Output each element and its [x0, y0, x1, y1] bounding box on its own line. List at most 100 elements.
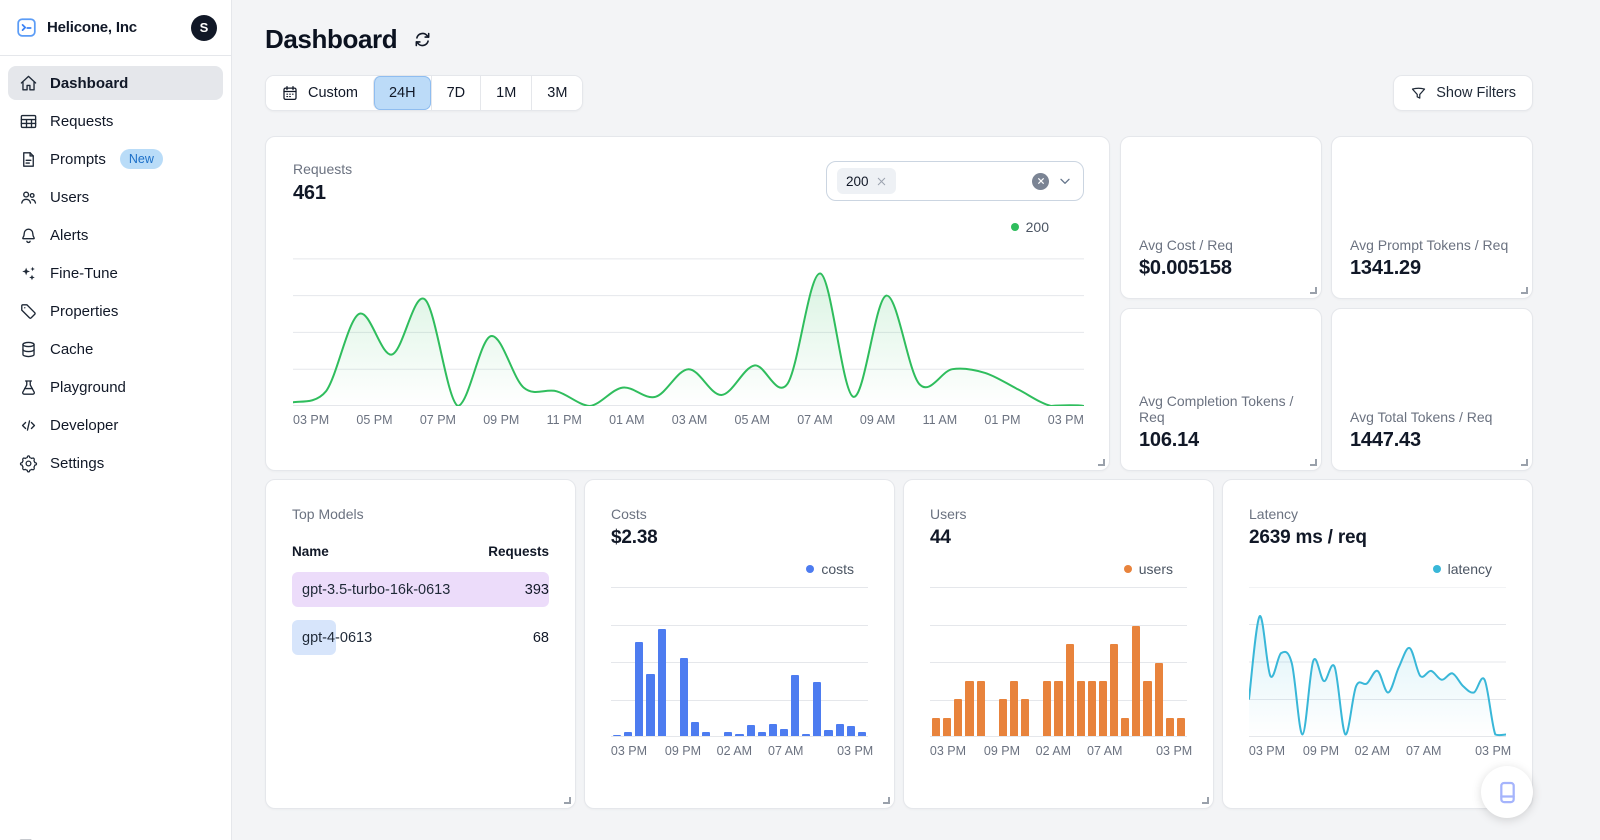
sidebar-item-label: Settings — [50, 454, 105, 472]
top-models-card: Top Models Name Requests gpt-3.5-turbo-1… — [265, 479, 576, 809]
x-tick-label: 03 PM — [1156, 744, 1193, 758]
status-filter-select[interactable]: 200 — [826, 161, 1084, 201]
time-range-7d[interactable]: 7D — [430, 76, 481, 110]
terminal-icon — [16, 17, 37, 38]
x-tick-label: 07 AM — [1406, 744, 1442, 758]
sidebar-item-dashboard[interactable]: Dashboard — [8, 66, 223, 100]
requests-area-chart — [293, 243, 1084, 406]
bar — [646, 673, 655, 736]
sidebar-item-developer[interactable]: Developer — [8, 408, 223, 442]
x-tick-label: 11 AM — [922, 413, 958, 427]
x-tick-label: 03 PM — [929, 744, 967, 758]
x-tick-label: 01 AM — [609, 413, 645, 427]
main-content: Dashboard Custom 24H 7D 1M 3M Show Filte… — [232, 0, 1600, 840]
funnel-icon — [1410, 85, 1427, 102]
bar — [813, 682, 822, 736]
x-tick-label: 05 AM — [734, 413, 770, 427]
calendar-icon — [281, 84, 299, 102]
x-tick-label: 03 PM — [1047, 413, 1084, 427]
costs-bar-chart — [611, 587, 868, 737]
resize-handle[interactable] — [1202, 797, 1209, 804]
model-bar-fill — [292, 572, 549, 607]
time-range-1m[interactable]: 1M — [480, 76, 532, 110]
show-filters-button[interactable]: Show Filters — [1393, 75, 1533, 111]
metric-label: Avg Total Tokens / Req — [1350, 409, 1493, 425]
legend-label: users — [1138, 561, 1173, 577]
avg-total-tokens-card: Avg Total Tokens / Req 1447.43 — [1331, 308, 1533, 471]
bar — [1098, 680, 1107, 736]
bar — [1043, 680, 1052, 736]
user-avatar[interactable]: S — [191, 14, 217, 41]
x-tick-label: 03 AM — [671, 413, 708, 427]
time-range-custom[interactable]: Custom — [266, 76, 373, 110]
table-row[interactable]: gpt-3.5-turbo-16k-0613 393 — [292, 572, 549, 607]
time-range-label: 3M — [547, 85, 568, 101]
resize-handle[interactable] — [1310, 459, 1317, 466]
sparkles-icon — [18, 263, 38, 283]
resize-handle[interactable] — [564, 797, 571, 804]
bar — [932, 717, 941, 736]
requests-legend: 200 — [293, 219, 1049, 235]
bar — [835, 724, 844, 736]
sidebar-item-cache[interactable]: Cache — [8, 332, 223, 366]
clear-circle-icon[interactable] — [1032, 172, 1049, 190]
refresh-button[interactable] — [411, 28, 434, 51]
users-x-axis: 03 PM 09 PM 02 AM 07 AM 03 PM — [929, 744, 1192, 762]
resize-handle[interactable] — [1098, 459, 1105, 466]
chevron-down-icon — [1057, 173, 1073, 189]
time-range-24h[interactable]: 24H — [372, 76, 431, 110]
sidebar-item-label: Developer — [50, 416, 119, 434]
requests-card: Requests 461 200 200 — [265, 136, 1110, 471]
sidebar-item-fine-tune[interactable]: Fine-Tune — [8, 256, 223, 290]
users-icon — [18, 187, 38, 207]
sidebar-item-prompts[interactable]: Prompts New — [8, 142, 223, 176]
sidebar-item-requests[interactable]: Requests — [8, 104, 223, 138]
requests-metric: Requests 461 — [293, 161, 352, 205]
users-label: Users — [930, 506, 967, 522]
time-range-label: 1M — [496, 85, 517, 101]
time-range-label: 24H — [388, 85, 416, 101]
bar — [1143, 680, 1152, 736]
legend-dot — [1123, 565, 1132, 573]
bar — [735, 733, 744, 736]
sidebar-item-properties[interactable]: Properties — [8, 294, 223, 328]
users-legend: users — [930, 561, 1173, 577]
x-tick-label: 09 PM — [1302, 744, 1340, 758]
time-range-3m[interactable]: 3M — [531, 76, 583, 110]
bottom-grid: Top Models Name Requests gpt-3.5-turbo-1… — [265, 479, 1533, 809]
table-row[interactable]: gpt-4-0613 68 — [292, 620, 549, 655]
x-tick-label: 02 AM — [1035, 744, 1072, 758]
bar — [1087, 680, 1096, 736]
sidebar-item-label: Fine-Tune — [50, 264, 118, 282]
resize-handle[interactable] — [1521, 287, 1528, 294]
bar — [679, 657, 688, 736]
resize-handle[interactable] — [1521, 459, 1528, 466]
sidebar-item-users[interactable]: Users — [8, 180, 223, 214]
sidebar-item-playground[interactable]: Playground — [8, 370, 223, 404]
column-requests: Requests — [488, 544, 549, 559]
latency-x-axis: 03 PM 09 PM 02 AM 07 AM 03 PM — [1249, 744, 1511, 762]
controls-row: Custom 24H 7D 1M 3M Show Filters — [265, 75, 1533, 111]
legend-label: costs — [821, 561, 854, 577]
model-requests: 393 — [524, 581, 549, 598]
costs-x-axis: 03 PM 09 PM 02 AM 07 AM 03 PM — [611, 744, 873, 762]
changelog-widget-button[interactable] — [1481, 766, 1533, 818]
avg-cost-card: Avg Cost / Req $0.005158 — [1120, 136, 1322, 299]
top-grid: Requests 461 200 200 — [265, 136, 1533, 471]
x-tick-label: 09 PM — [664, 744, 702, 758]
x-icon[interactable] — [876, 176, 887, 187]
sidebar-item-settings[interactable]: Settings — [8, 446, 223, 480]
time-range-label: 7D — [446, 85, 466, 101]
org-name: Helicone, Inc — [47, 19, 137, 36]
refresh-icon — [413, 30, 432, 49]
x-tick-label: 09 PM — [483, 413, 520, 427]
bar — [1154, 662, 1163, 736]
resize-handle[interactable] — [883, 797, 890, 804]
home-icon — [18, 73, 38, 93]
resize-handle[interactable] — [1310, 287, 1317, 294]
filter-chip-label: 200 — [846, 173, 869, 189]
top-models-header: Name Requests — [292, 544, 549, 559]
bar — [690, 722, 699, 736]
sidebar-item-alerts[interactable]: Alerts — [8, 218, 223, 252]
